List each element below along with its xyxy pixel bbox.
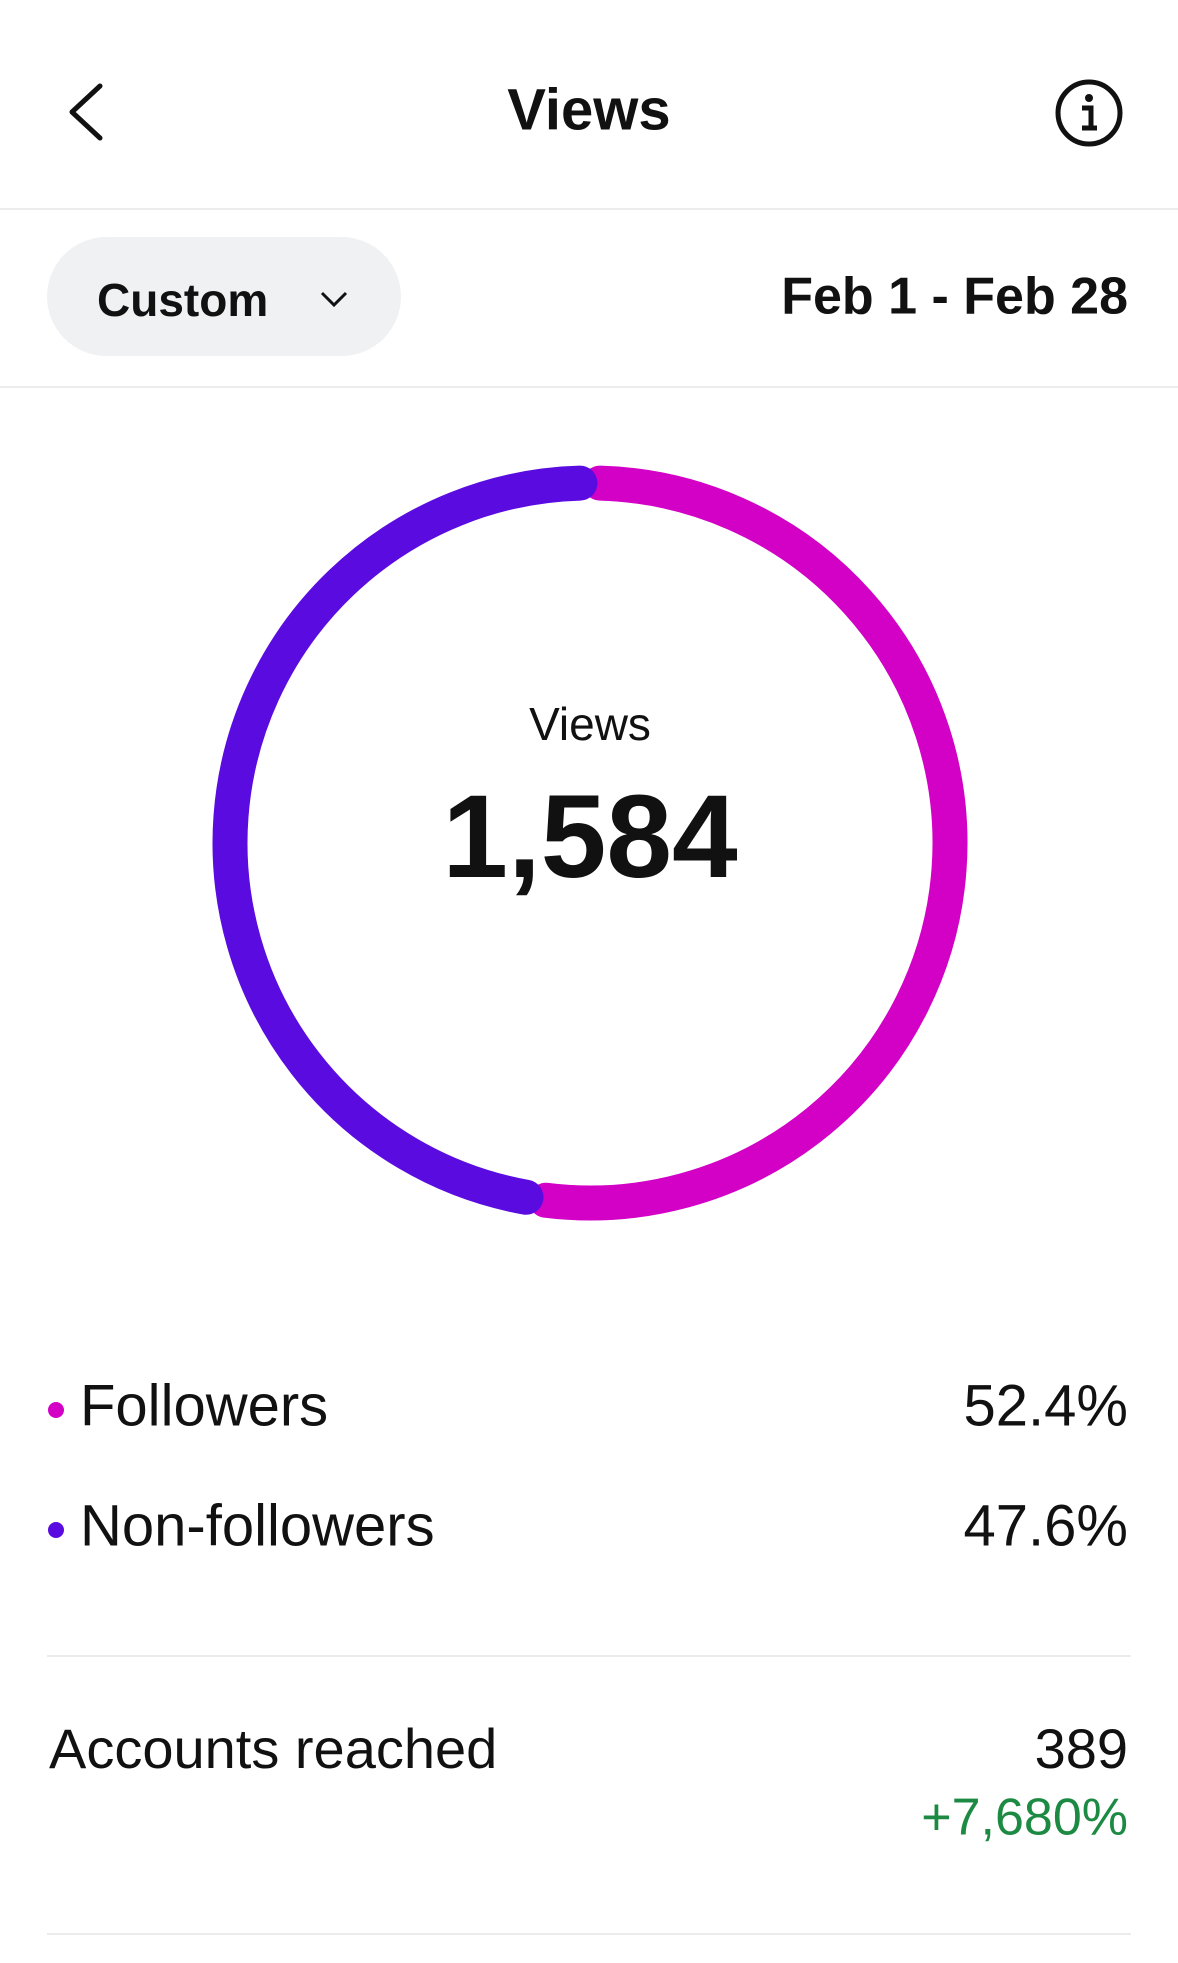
total-views: 1,584: [442, 771, 737, 903]
donut-segment: [212, 465, 598, 1215]
legend-value: 47.6%: [964, 1493, 1128, 1558]
page-title: Views: [507, 77, 670, 142]
legend: Followers 52.4% Non-followers 47.6%: [48, 1373, 1128, 1558]
info-stem: [1082, 105, 1097, 131]
legend-dot: [48, 1402, 64, 1418]
chevron: [320, 291, 348, 308]
info-button[interactable]: [1055, 79, 1123, 147]
center-label: Views: [529, 698, 651, 750]
info-icon: [1055, 79, 1123, 147]
filter-label: Custom: [97, 274, 268, 326]
metric-value: 389: [1035, 1717, 1128, 1780]
legend-label: Followers: [80, 1373, 328, 1438]
info-dot: [1085, 94, 1093, 102]
filter-dropdown[interactable]: Custom: [47, 237, 401, 356]
date-range: Feb 1 - Feb 28: [781, 268, 1128, 326]
back-button[interactable]: [69, 83, 103, 141]
donut-segment: [528, 465, 968, 1221]
metric-label: Accounts reached: [49, 1717, 497, 1780]
filter-pill: [47, 237, 401, 356]
legend-value: 52.4%: [964, 1373, 1128, 1438]
legend-dot: [48, 1522, 64, 1538]
metric-change: +7,680%: [921, 1789, 1128, 1847]
legend-label: Non-followers: [80, 1493, 435, 1558]
donut-chart: [212, 465, 968, 1221]
